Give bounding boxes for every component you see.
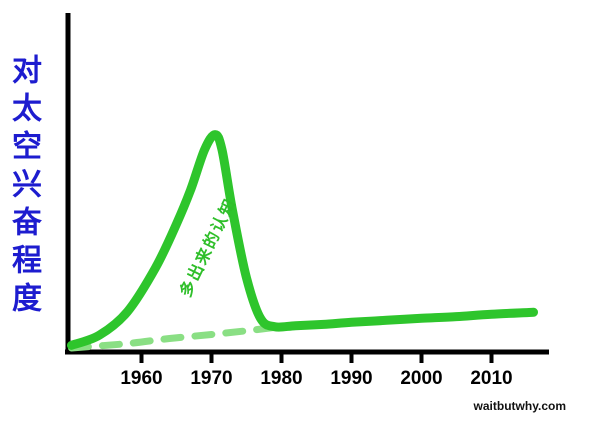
excitement-curve: [67, 130, 538, 350]
x-tick-label: 2010: [470, 368, 512, 389]
watermark: waitbutwhy.com: [473, 399, 566, 413]
y-axis-title: 对太空兴奋程度: [7, 54, 40, 320]
x-tick-label: 1960: [120, 368, 162, 389]
x-tick-label: 1990: [330, 368, 372, 389]
x-tick-group: 1960 1970 1980 1990 2000 2010: [120, 352, 513, 389]
x-tick-label: 2000: [400, 368, 442, 389]
x-tick-label: 1970: [190, 368, 232, 389]
axes: [65, 13, 549, 355]
x-tick-label: 1980: [260, 368, 302, 389]
